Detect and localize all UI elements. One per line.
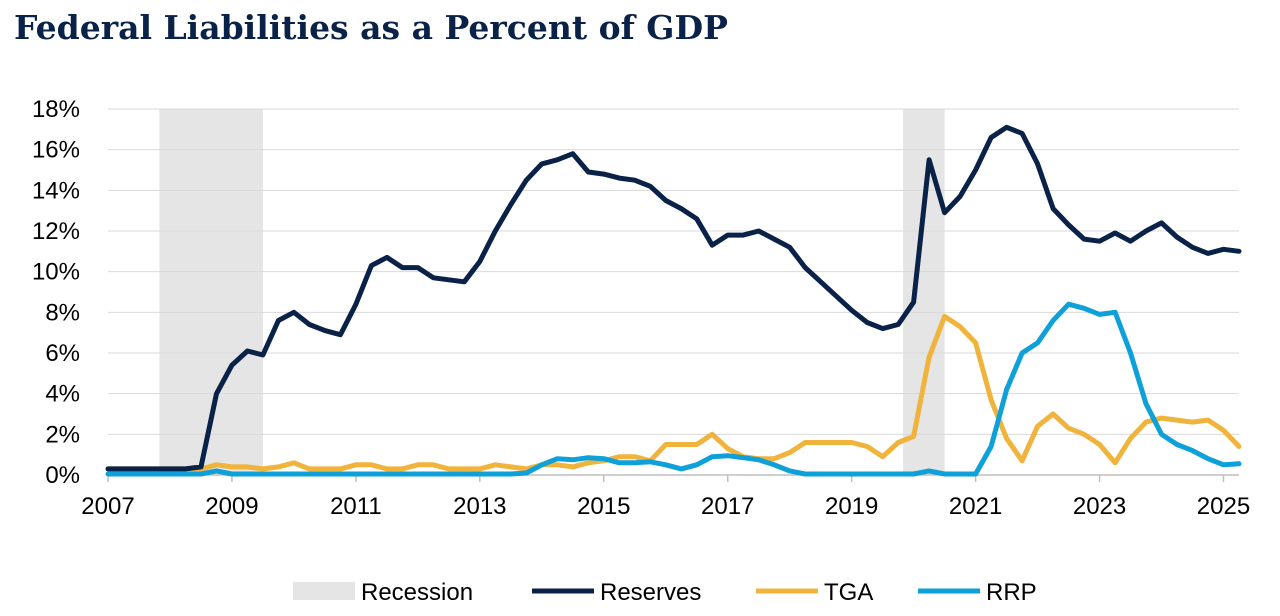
y-tick-label: 6% [45, 340, 80, 367]
x-tick-label: 2009 [205, 493, 258, 520]
x-tick-label: 2025 [1197, 493, 1250, 520]
y-tick-label: 8% [45, 299, 80, 326]
series-line-rrp [105, 301, 1242, 477]
x-tick-label: 2023 [1073, 493, 1126, 520]
x-tick-label: 2017 [701, 493, 754, 520]
y-tick-label: 10% [32, 259, 80, 286]
x-tick-label: 2007 [81, 493, 134, 520]
legend-label-rrp: RRP [986, 579, 1037, 606]
legend-label-reserves: Reserves [600, 579, 701, 606]
legend-label-recession: Recession [361, 579, 473, 606]
y-tick-label: 14% [32, 177, 80, 204]
x-tick-label: 2015 [577, 493, 630, 520]
chart-title: Federal Liabilities as a Percent of GDP [14, 8, 728, 47]
y-tick-label: 12% [32, 218, 80, 245]
x-tick-label: 2013 [453, 493, 506, 520]
axes: 0% 2% 4% 6% 8% 10% 12% 14% 16% 18% 2007 2009 2011 201… [32, 96, 1250, 520]
y-tick-label: 16% [32, 137, 80, 164]
legend: Recession Reserves TGA RRP [293, 579, 1037, 606]
x-tick-label: 2021 [949, 493, 1002, 520]
x-tick-label: 2011 [330, 493, 382, 520]
recession-band-2 [903, 109, 945, 475]
series-line-reserves [105, 124, 1242, 472]
gridlines [108, 108, 1239, 435]
y-tick-label: 18% [32, 96, 80, 123]
y-tick-label: 0% [45, 462, 80, 489]
x-tick-label: 2019 [825, 493, 878, 520]
series-line-tga [105, 313, 1242, 472]
legend-label-tga: TGA [824, 579, 873, 606]
series-lines [105, 124, 1242, 477]
y-tick-label: 2% [45, 421, 80, 448]
legend-swatch-recession [293, 582, 355, 600]
recession-bands [159, 109, 945, 475]
y-tick-label: 4% [45, 381, 80, 408]
